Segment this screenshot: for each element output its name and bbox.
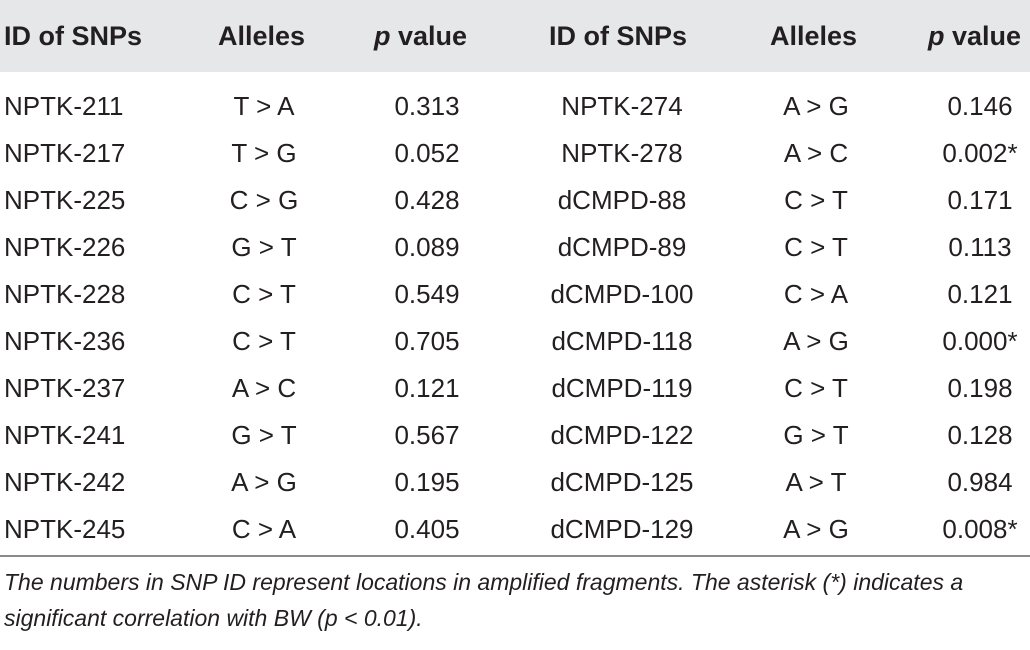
cell-snp-id-left: NPTK-245: [4, 514, 126, 544]
header-alleles-2: Alleles: [770, 20, 857, 52]
cell-snp-id-right: dCMPD-125: [550, 467, 694, 497]
cell-p-value-right: 0.128: [947, 420, 1013, 450]
cell-alleles-right: A > G: [783, 326, 849, 356]
cell-p-value-left: 0.567: [394, 420, 460, 450]
cell-p-value-left: 0.089: [394, 232, 460, 262]
cell-alleles-left: T > G: [231, 138, 297, 168]
cell-p-value-left: 0.195: [394, 467, 460, 497]
cell-alleles-right: C > T: [784, 373, 848, 403]
cell-alleles-left: G > T: [231, 232, 297, 262]
cell-p-value-right: 0.000*: [942, 326, 1018, 356]
cell-p-value-left: 0.313: [394, 91, 460, 121]
table-header-band: [0, 0, 1030, 72]
header-italic-p: p: [374, 21, 391, 51]
cell-alleles-left: A > G: [231, 467, 297, 497]
cell-alleles-right: A > G: [783, 91, 849, 121]
cell-alleles-left: A > C: [231, 373, 297, 403]
header-id-of-snps-1: ID of SNPs: [4, 20, 142, 52]
cell-alleles-left: C > T: [232, 326, 296, 356]
cell-p-value-right: 0.198: [947, 373, 1013, 403]
cell-snp-id-right: NPTK-274: [561, 91, 683, 121]
cell-snp-id-left: NPTK-236: [4, 326, 126, 356]
header-id-of-snps-2: ID of SNPs: [549, 20, 687, 52]
cell-snp-id-left: NPTK-217: [4, 138, 126, 168]
table-row: NPTK-237 A > C 0.121 dCMPD-119 C > T 0.198: [0, 366, 1030, 413]
header-text: value: [390, 21, 468, 51]
cell-snp-id-left: NPTK-211: [4, 91, 124, 121]
cell-snp-id-left: NPTK-242: [4, 467, 126, 497]
cell-alleles-left: G > T: [231, 420, 297, 450]
cell-alleles-right: A > G: [783, 514, 849, 544]
cell-alleles-right: C > T: [784, 232, 848, 262]
table-bottom-rule: [0, 555, 1030, 557]
table-row: NPTK-217 T > G 0.052 NPTK-278 A > C 0.002*: [0, 131, 1030, 178]
cell-snp-id-right: dCMPD-122: [550, 420, 694, 450]
cell-p-value-left: 0.549: [394, 279, 460, 309]
header-text: ID of SNPs: [4, 21, 143, 51]
cell-snp-id-right: dCMPD-119: [551, 373, 693, 403]
cell-p-value-left: 0.405: [394, 514, 460, 544]
cell-snp-id-left: NPTK-241: [4, 420, 126, 450]
cell-snp-id-right: NPTK-278: [561, 138, 683, 168]
cell-snp-id-right: dCMPD-118: [551, 326, 693, 356]
header-text: Alleles: [218, 21, 306, 51]
cell-alleles-left: C > T: [232, 279, 296, 309]
table-row: NPTK-226 G > T 0.089 dCMPD-89 C > T 0.113: [0, 225, 1030, 272]
cell-snp-id-left: NPTK-225: [4, 185, 126, 215]
cell-p-value-right: 0.121: [947, 279, 1013, 309]
cell-snp-id-right: dCMPD-129: [550, 514, 694, 544]
cell-alleles-right: C > T: [784, 185, 848, 215]
cell-alleles-left: C > G: [229, 185, 299, 215]
table-row: NPTK-228 C > T 0.549 dCMPD-100 C > A 0.121: [0, 272, 1030, 319]
cell-snp-id-left: NPTK-237: [4, 373, 126, 403]
cell-p-value-left: 0.428: [394, 185, 460, 215]
cell-alleles-left: T > A: [233, 91, 295, 121]
table-row: NPTK-245 C > A 0.405 dCMPD-129 A > G 0.008*: [0, 507, 1030, 554]
cell-p-value-right: 0.002*: [942, 138, 1018, 168]
cell-p-value-left: 0.052: [394, 138, 460, 168]
table-row: NPTK-242 A > G 0.195 dCMPD-125 A > T 0.984: [0, 460, 1030, 507]
cell-snp-id-left: NPTK-226: [4, 232, 126, 262]
header-italic-p: p: [928, 21, 945, 51]
cell-p-value-left: 0.121: [394, 373, 460, 403]
cell-p-value-right: 0.113: [948, 232, 1012, 262]
table-row: NPTK-211 T > A 0.313 NPTK-274 A > G 0.146: [0, 84, 1030, 131]
table-footnote: The numbers in SNP ID represent location…: [4, 569, 964, 631]
cell-alleles-right: A > T: [785, 467, 847, 497]
header-text: ID of SNPs: [549, 21, 688, 51]
cell-snp-id-right: dCMPD-89: [557, 232, 687, 262]
cell-alleles-right: A > C: [783, 138, 849, 168]
cell-p-value-right: 0.171: [947, 185, 1013, 215]
table-row: NPTK-225 C > G 0.428 dCMPD-88 C > T 0.171: [0, 178, 1030, 225]
table-row: NPTK-236 C > T 0.705 dCMPD-118 A > G 0.000*: [0, 319, 1030, 366]
header-p-value-1: p value: [374, 20, 467, 52]
header-text: Alleles: [770, 21, 858, 51]
cell-alleles-right: C > A: [783, 279, 849, 309]
cell-snp-id-right: dCMPD-100: [550, 279, 694, 309]
table-row: NPTK-241 G > T 0.567 dCMPD-122 G > T 0.128: [0, 413, 1030, 460]
table-header-row: ID of SNPs Alleles p value ID of SNPs Al…: [0, 0, 1030, 72]
header-alleles-1: Alleles: [218, 20, 305, 52]
cell-p-value-right: 0.146: [947, 91, 1013, 121]
cell-p-value-right: 0.984: [947, 467, 1013, 497]
header-p-value-2: p value: [928, 20, 1021, 52]
cell-snp-id-right: dCMPD-88: [557, 185, 687, 215]
cell-alleles-left: C > A: [231, 514, 297, 544]
cell-p-value-left: 0.705: [394, 326, 460, 356]
cell-alleles-right: G > T: [783, 420, 849, 450]
cell-p-value-right: 0.008*: [942, 514, 1018, 544]
header-text: value: [944, 21, 1022, 51]
cell-snp-id-left: NPTK-228: [4, 279, 126, 309]
